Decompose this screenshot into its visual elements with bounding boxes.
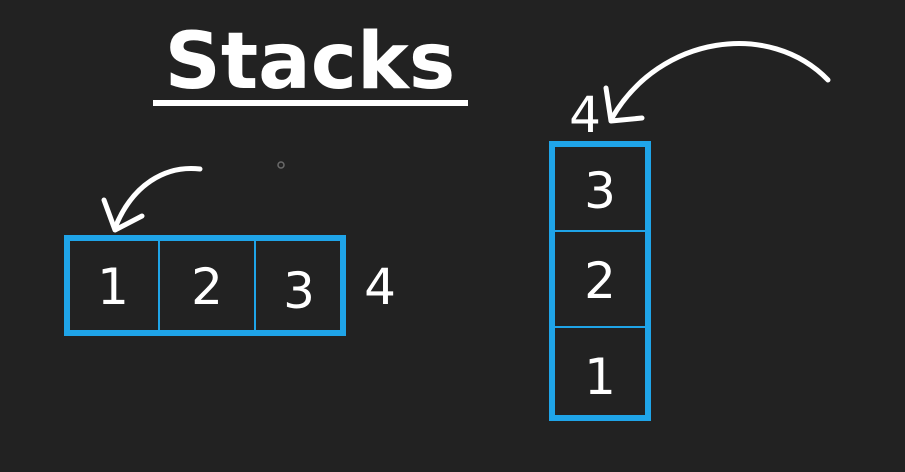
horizontal-array: 1 2 3 — [64, 235, 346, 336]
vertical-arrow-head — [603, 85, 645, 124]
horizontal-array-frame — [64, 235, 346, 336]
title: Stacks — [165, 17, 456, 107]
vertical-cell-top: 3 — [584, 162, 616, 220]
vertical-stack-frame — [549, 141, 651, 421]
vertical-cell-middle: 2 — [584, 252, 616, 310]
vertical-arrow-icon — [603, 41, 831, 124]
horizontal-arrow-shaft — [112, 166, 203, 231]
horizontal-incoming-value: 4 — [364, 258, 396, 316]
horizontal-arrow-icon — [101, 166, 203, 233]
vertical-arrow-shaft — [609, 41, 831, 121]
title-underline — [153, 100, 468, 106]
cursor-dot — [277, 161, 285, 169]
horizontal-cell-1: 1 — [97, 258, 129, 316]
horizontal-cell-2: 2 — [191, 258, 223, 316]
horizontal-cell-3: 3 — [283, 262, 315, 320]
vertical-cell-bottom: 1 — [584, 348, 616, 406]
vertical-incoming-value: 4 — [569, 86, 601, 144]
vertical-stack: 3 2 1 — [549, 141, 651, 421]
horizontal-arrow-head — [101, 197, 145, 233]
